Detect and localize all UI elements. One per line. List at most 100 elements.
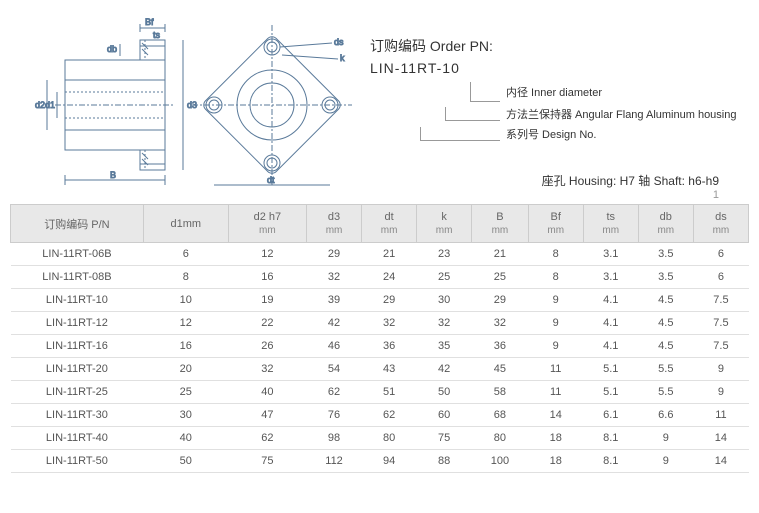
table-cell: 25: [472, 266, 529, 289]
table-cell: 75: [228, 450, 306, 473]
table-cell: 11: [528, 381, 583, 404]
table-cell: 18: [528, 450, 583, 473]
table-cell: 7.5: [693, 312, 748, 335]
spec-table: 订购编码 P/Nd1mmd2 h7mmd3mmdtmmkmmBmmBfmmtsm…: [10, 204, 749, 473]
table-row: LIN-11RT-25254062515058115.15.59: [11, 381, 749, 404]
table-cell: 6.6: [638, 404, 693, 427]
callout-inner-diameter: 内径 Inner diameter: [506, 84, 602, 100]
col-header: d3mm: [307, 205, 362, 243]
table-cell: 29: [307, 243, 362, 266]
col-header: dbmm: [638, 205, 693, 243]
table-cell: 46: [307, 335, 362, 358]
col-header: d1mm: [143, 205, 228, 243]
callout-design-no: 系列号 Design No.: [506, 126, 596, 142]
table-cell: 16: [228, 266, 306, 289]
table-cell: 14: [693, 427, 748, 450]
table-cell: 3.5: [638, 243, 693, 266]
table-cell: 39: [307, 289, 362, 312]
table-cell: 25: [417, 266, 472, 289]
col-header: 订购编码 P/N: [11, 205, 144, 243]
table-cell: 32: [228, 358, 306, 381]
dim-ds: ds: [334, 37, 344, 47]
order-code: LIN-11RT-10: [370, 60, 749, 76]
table-cell: 8.1: [583, 427, 638, 450]
table-cell: 80: [362, 427, 417, 450]
col-header: kmm: [417, 205, 472, 243]
table-cell: LIN-11RT-50: [11, 450, 144, 473]
dim-d1: d1: [45, 100, 55, 110]
table-cell: 42: [307, 312, 362, 335]
table-cell: 8: [143, 266, 228, 289]
col-header: Bmm: [472, 205, 529, 243]
table-cell: 9: [528, 289, 583, 312]
table-cell: 60: [417, 404, 472, 427]
table-cell: 5.1: [583, 381, 638, 404]
table-cell: 14: [528, 404, 583, 427]
callout-block: 内径 Inner diameter 方法兰保持器 Angular Flang A…: [420, 82, 749, 142]
table-cell: 4.5: [638, 312, 693, 335]
table-cell: 76: [307, 404, 362, 427]
table-cell: 94: [362, 450, 417, 473]
table-cell: 12: [228, 243, 306, 266]
table-cell: 50: [417, 381, 472, 404]
table-cell: 112: [307, 450, 362, 473]
table-cell: 47: [228, 404, 306, 427]
table-cell: 18: [528, 427, 583, 450]
table-cell: 9: [528, 312, 583, 335]
page-number: 1: [370, 189, 749, 201]
table-cell: LIN-11RT-40: [11, 427, 144, 450]
table-cell: 22: [228, 312, 306, 335]
table-row: LIN-11RT-30304776626068146.16.611: [11, 404, 749, 427]
table-row: LIN-11RT-5050751129488100188.1914: [11, 450, 749, 473]
table-cell: 6: [693, 243, 748, 266]
table-cell: 36: [362, 335, 417, 358]
table-cell: 16: [143, 335, 228, 358]
table-cell: 32: [362, 312, 417, 335]
table-row: LIN-11RT-08B8163224252583.13.56: [11, 266, 749, 289]
table-cell: 26: [228, 335, 306, 358]
table-cell: 5.1: [583, 358, 638, 381]
technical-drawings: B Bf ts db d2 d1 d3: [10, 10, 360, 200]
table-cell: 9: [693, 381, 748, 404]
table-cell: 40: [143, 427, 228, 450]
table-cell: 29: [472, 289, 529, 312]
table-cell: 35: [417, 335, 472, 358]
table-cell: 40: [228, 381, 306, 404]
order-title: 订购编码 Order PN:: [370, 36, 749, 56]
table-cell: 75: [417, 427, 472, 450]
table-cell: 11: [693, 404, 748, 427]
dim-d2: d2: [35, 100, 45, 110]
table-cell: 32: [417, 312, 472, 335]
table-cell: 9: [528, 335, 583, 358]
table-cell: LIN-11RT-20: [11, 358, 144, 381]
table-cell: 43: [362, 358, 417, 381]
table-cell: LIN-11RT-25: [11, 381, 144, 404]
table-cell: LIN-11RT-06B: [11, 243, 144, 266]
table-cell: 5.5: [638, 381, 693, 404]
col-header: tsmm: [583, 205, 638, 243]
table-cell: 54: [307, 358, 362, 381]
table-row: LIN-11RT-40406298807580188.1914: [11, 427, 749, 450]
table-cell: 8: [528, 266, 583, 289]
table-cell: 4.1: [583, 289, 638, 312]
table-cell: 3.5: [638, 266, 693, 289]
dim-k: k: [340, 53, 345, 63]
table-cell: 30: [143, 404, 228, 427]
table-cell: 8: [528, 243, 583, 266]
table-cell: 4.1: [583, 335, 638, 358]
table-cell: 32: [307, 266, 362, 289]
table-cell: 25: [143, 381, 228, 404]
table-cell: LIN-11RT-12: [11, 312, 144, 335]
callout-housing: 方法兰保持器 Angular Flang Aluminum housing: [506, 106, 736, 122]
dim-ts: ts: [153, 30, 161, 40]
table-cell: 6: [693, 266, 748, 289]
table-cell: 10: [143, 289, 228, 312]
table-cell: 36: [472, 335, 529, 358]
table-cell: 30: [417, 289, 472, 312]
table-cell: 9: [638, 450, 693, 473]
table-cell: 100: [472, 450, 529, 473]
table-row: LIN-11RT-1616264636353694.14.57.5: [11, 335, 749, 358]
table-cell: 9: [693, 358, 748, 381]
table-cell: 24: [362, 266, 417, 289]
table-cell: 62: [228, 427, 306, 450]
